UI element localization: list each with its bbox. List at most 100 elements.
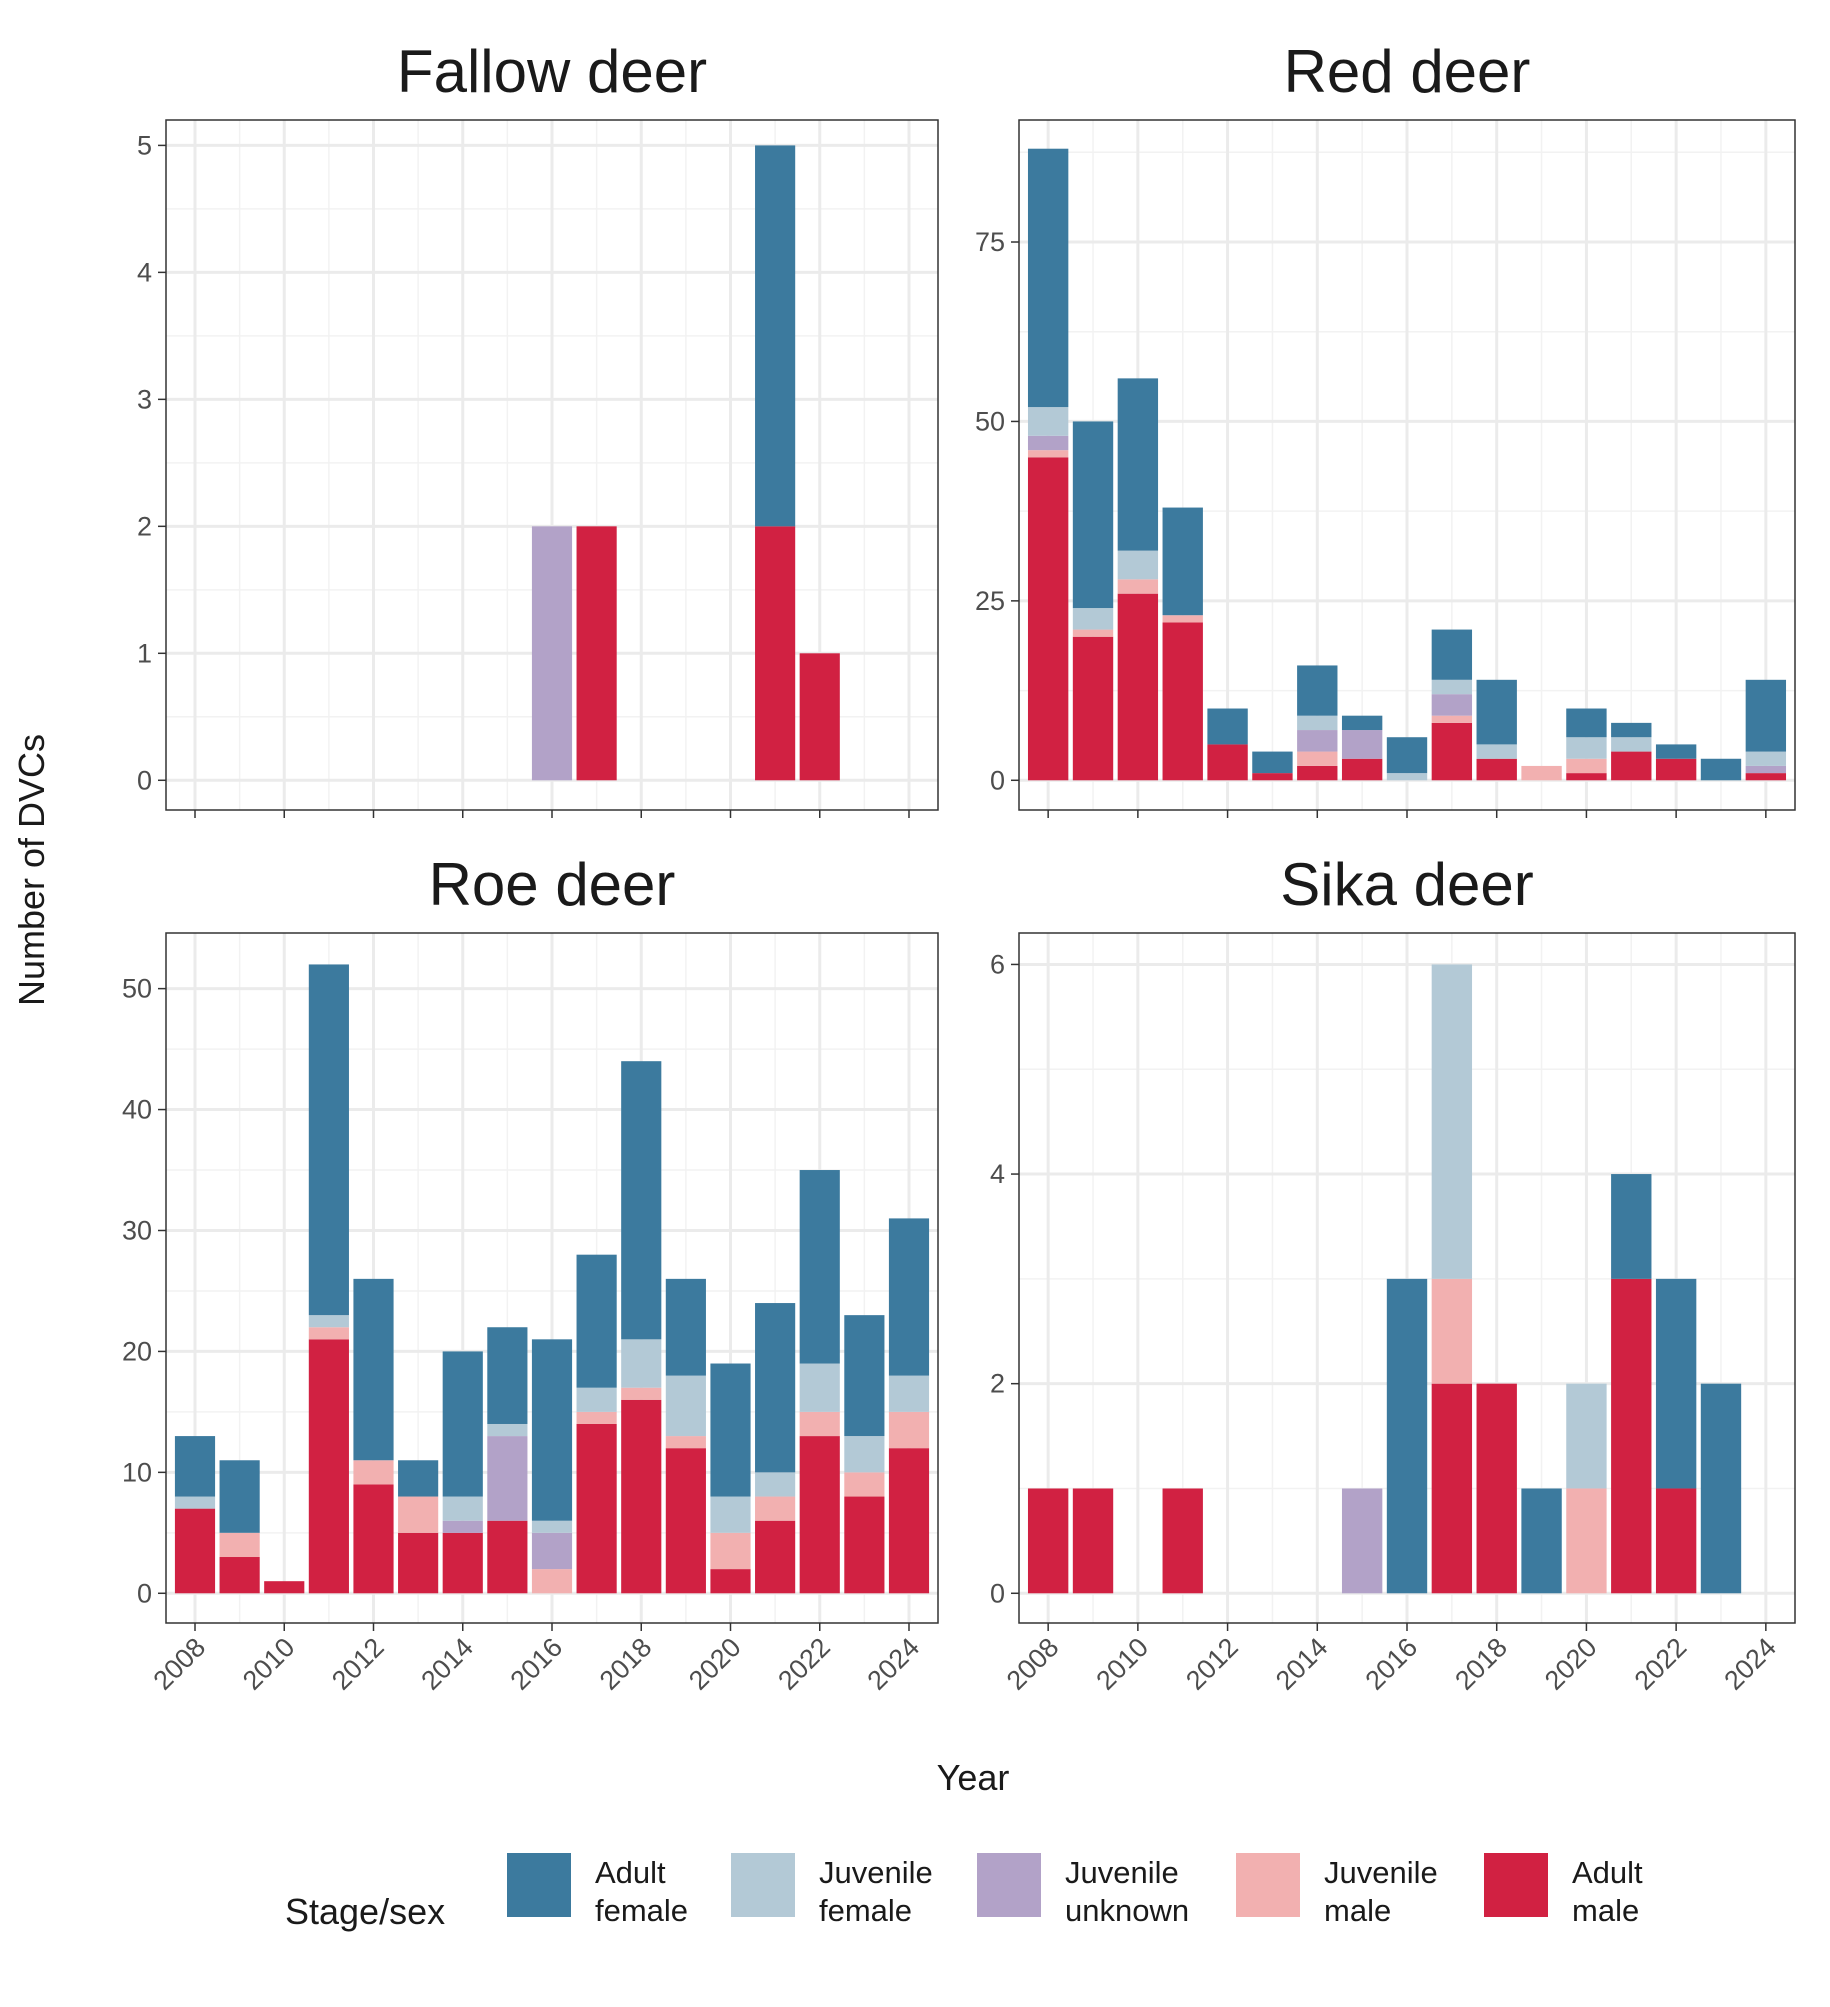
- y-tick-label: 0: [137, 1578, 152, 1608]
- bar-jf-2008: [174, 1496, 216, 1509]
- bar-af-2022: [799, 1170, 840, 1364]
- bar-jm-2020: [710, 1532, 751, 1570]
- bar-af-2013: [398, 1460, 439, 1497]
- bar-jm-2014: [1297, 751, 1338, 766]
- bar-am-2022: [799, 1436, 840, 1594]
- bar-am-2014: [1297, 765, 1338, 781]
- bar-am-2017: [576, 1423, 617, 1594]
- y-tick-label: 10: [122, 1457, 152, 1487]
- bar-am-2018: [621, 1399, 662, 1594]
- bar-af-2009: [1072, 421, 1114, 609]
- bar-af-2014: [442, 1351, 483, 1497]
- bar-jm-2019: [665, 1436, 706, 1449]
- bar-af-2024: [1745, 679, 1787, 752]
- bar-jf-2021: [755, 1472, 796, 1497]
- bar-af-2011: [308, 964, 349, 1316]
- panel-title: Roe deer: [429, 851, 676, 918]
- bar-af-2016: [531, 1339, 573, 1521]
- bar-jf-2016: [1386, 773, 1428, 781]
- bar-ju-2015: [487, 1436, 528, 1521]
- bar-ju-2024: [1745, 765, 1787, 774]
- legend-title: Stage/sex: [285, 1891, 445, 1932]
- panel-title: Fallow deer: [397, 38, 707, 105]
- legend-label-af: Adult: [595, 1855, 666, 1890]
- bar-af-2017: [1431, 629, 1473, 680]
- bar-ju-2016: [531, 1532, 573, 1570]
- panel-title: Sika deer: [1280, 851, 1533, 918]
- legend-label-jf: female: [819, 1893, 912, 1928]
- bar-af-2015: [487, 1327, 528, 1424]
- bar-am-2014: [442, 1532, 483, 1594]
- y-tick-label: 4: [137, 257, 152, 287]
- bar-ju-2015: [1341, 730, 1383, 759]
- bar-am-2011: [308, 1339, 349, 1594]
- panel-red-deer: 0 25 50 75 Red deer: [975, 38, 1796, 818]
- bar-jf-2022: [799, 1363, 840, 1412]
- bar-jf-2017: [576, 1387, 617, 1412]
- bar-jf-2009: [1072, 608, 1114, 630]
- bar-af-2010: [1117, 378, 1159, 551]
- bar-af-2018: [621, 1061, 662, 1340]
- bar-jf-2021: [1611, 737, 1652, 752]
- bar-am-2011: [1162, 1488, 1203, 1594]
- bar-jm-2017: [1431, 715, 1473, 723]
- bar-jf-2023: [844, 1436, 885, 1473]
- bar-jm-2022: [799, 1411, 840, 1437]
- bar-am-2019: [665, 1448, 706, 1594]
- bar-af-2009: [219, 1460, 260, 1533]
- bar-am-2013: [1252, 773, 1293, 781]
- bar-jm-2011: [1162, 615, 1203, 623]
- y-tick-label: 0: [990, 765, 1005, 795]
- y-tick-label: 50: [122, 974, 152, 1004]
- bar-jm-2018: [621, 1387, 662, 1400]
- bar-am-2008: [1027, 457, 1069, 781]
- bar-am-2024: [1745, 773, 1787, 781]
- bar-af-2016: [1386, 1278, 1428, 1594]
- bar-jm-2009: [219, 1532, 260, 1558]
- legend-label-jm: male: [1324, 1893, 1391, 1928]
- bar-am-2012: [1207, 744, 1248, 781]
- bar-am-2021: [755, 526, 796, 781]
- bar-am-2015: [487, 1520, 528, 1594]
- bar-jm-2013: [398, 1496, 439, 1533]
- bar-af-2008: [1027, 148, 1069, 408]
- bar-af-2014: [1297, 665, 1338, 716]
- bar-af-2021: [755, 1303, 796, 1473]
- bar-am-2008: [174, 1508, 216, 1594]
- bar-am-2021: [1611, 751, 1652, 781]
- bar-jf-2011: [308, 1315, 349, 1328]
- bar-jm-2020: [1566, 758, 1607, 774]
- y-tick-label: 50: [975, 406, 1005, 436]
- bar-am-2010: [1117, 593, 1159, 781]
- y-tick-label: 40: [122, 1095, 152, 1125]
- bar-am-2022: [799, 653, 840, 781]
- bar-jm-2024: [888, 1411, 930, 1449]
- bar-af-2013: [1252, 751, 1293, 774]
- bar-jm-2011: [308, 1327, 349, 1340]
- y-tick-label: 6: [990, 949, 1005, 979]
- bar-am-2011: [1162, 622, 1203, 781]
- bar-af-2023: [1700, 1383, 1742, 1594]
- bar-jm-2017: [1431, 1278, 1473, 1384]
- bar-af-2012: [1207, 708, 1248, 745]
- bar-jf-2020: [710, 1496, 751, 1533]
- y-tick-label: 0: [990, 1578, 1005, 1608]
- legend-swatch-jf: [731, 1853, 795, 1917]
- bar-af-2021: [1611, 722, 1652, 738]
- bar-am-2009: [1072, 1488, 1114, 1594]
- bar-jm-2020: [1566, 1488, 1607, 1594]
- bar-am-2015: [1341, 758, 1383, 781]
- bar-am-2009: [1072, 636, 1114, 781]
- bar-jm-2017: [576, 1411, 617, 1424]
- legend-label-am: Adult: [1572, 1855, 1643, 1890]
- bar-jf-2017: [1431, 964, 1473, 1279]
- bar-am-2012: [353, 1484, 394, 1594]
- bar-am-2013: [398, 1532, 439, 1594]
- bar-ju-2015: [1341, 1488, 1383, 1594]
- bar-am-2018: [1476, 1383, 1517, 1594]
- bar-jf-2008: [1027, 407, 1069, 436]
- bar-af-2011: [1162, 507, 1203, 616]
- bar-af-2021: [1611, 1174, 1652, 1279]
- y-axis-title: Number of DVCs: [11, 734, 52, 1006]
